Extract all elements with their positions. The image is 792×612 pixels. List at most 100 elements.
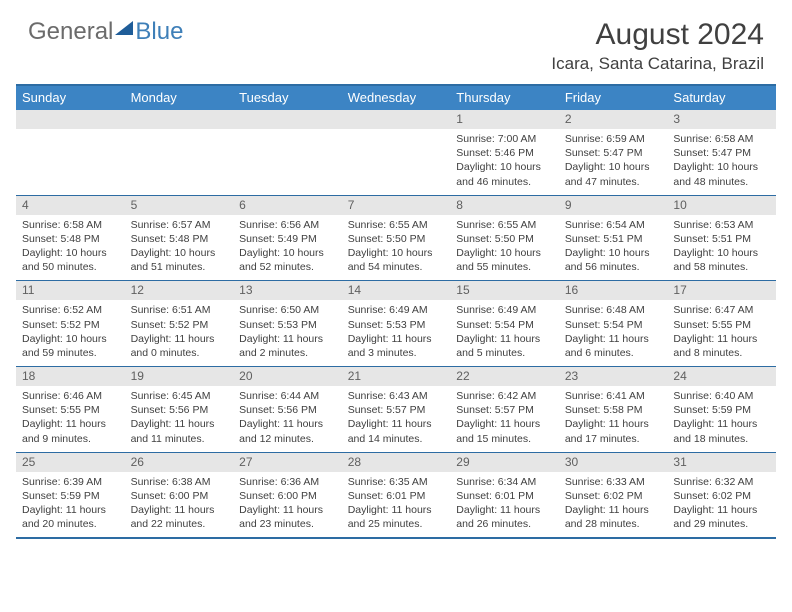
cell-line: Sunset: 5:52 PM (131, 318, 228, 332)
cell-line: Sunset: 5:59 PM (22, 489, 119, 503)
cell-body: Sunrise: 6:33 AMSunset: 6:02 PMDaylight:… (559, 472, 668, 538)
cell-line: and 28 minutes. (565, 517, 662, 531)
calendar-cell: 18Sunrise: 6:46 AMSunset: 5:55 PMDayligh… (16, 367, 125, 452)
cell-line: Sunrise: 6:59 AM (565, 132, 662, 146)
cell-body: Sunrise: 6:55 AMSunset: 5:50 PMDaylight:… (450, 215, 559, 281)
cell-line: Sunrise: 6:41 AM (565, 389, 662, 403)
day-number (342, 110, 451, 129)
cell-line: Sunrise: 7:00 AM (456, 132, 553, 146)
cell-line: Sunset: 6:00 PM (239, 489, 336, 503)
cell-line: Sunset: 5:49 PM (239, 232, 336, 246)
calendar-cell: 9Sunrise: 6:54 AMSunset: 5:51 PMDaylight… (559, 196, 668, 281)
cell-line: and 51 minutes. (131, 260, 228, 274)
cell-line: Sunrise: 6:32 AM (673, 475, 770, 489)
calendar-cell: 6Sunrise: 6:56 AMSunset: 5:49 PMDaylight… (233, 196, 342, 281)
cell-line: Sunset: 5:50 PM (456, 232, 553, 246)
cell-line: and 52 minutes. (239, 260, 336, 274)
cell-line: Daylight: 11 hours (456, 332, 553, 346)
cell-line: Sunrise: 6:52 AM (22, 303, 119, 317)
day-number: 21 (342, 367, 451, 386)
cell-body: Sunrise: 6:52 AMSunset: 5:52 PMDaylight:… (16, 300, 125, 366)
cell-line: Daylight: 11 hours (22, 417, 119, 431)
cell-body: Sunrise: 6:45 AMSunset: 5:56 PMDaylight:… (125, 386, 234, 452)
cell-line: Daylight: 11 hours (131, 503, 228, 517)
calendar: SundayMondayTuesdayWednesdayThursdayFrid… (16, 84, 776, 539)
day-number: 9 (559, 196, 668, 215)
cell-line: Daylight: 10 hours (239, 246, 336, 260)
cell-line: Sunrise: 6:58 AM (673, 132, 770, 146)
calendar-cell: 27Sunrise: 6:36 AMSunset: 6:00 PMDayligh… (233, 453, 342, 538)
cell-line: and 15 minutes. (456, 432, 553, 446)
cell-line: and 9 minutes. (22, 432, 119, 446)
cell-line: Sunrise: 6:35 AM (348, 475, 445, 489)
day-number: 27 (233, 453, 342, 472)
logo-triangle-icon (115, 21, 133, 35)
day-number (16, 110, 125, 129)
cell-body (16, 129, 125, 189)
calendar-cell: 16Sunrise: 6:48 AMSunset: 5:54 PMDayligh… (559, 281, 668, 366)
location-label: Icara, Santa Catarina, Brazil (551, 54, 764, 74)
cell-line: Sunset: 5:59 PM (673, 403, 770, 417)
day-number (125, 110, 234, 129)
weeks-container: 1Sunrise: 7:00 AMSunset: 5:46 PMDaylight… (16, 110, 776, 537)
header: General Blue August 2024 Icara, Santa Ca… (0, 0, 792, 78)
week-row: 11Sunrise: 6:52 AMSunset: 5:52 PMDayligh… (16, 280, 776, 366)
cell-body: Sunrise: 7:00 AMSunset: 5:46 PMDaylight:… (450, 129, 559, 195)
cell-line: Sunrise: 6:54 AM (565, 218, 662, 232)
cell-line: Sunrise: 6:40 AM (673, 389, 770, 403)
day-number: 16 (559, 281, 668, 300)
calendar-cell: 7Sunrise: 6:55 AMSunset: 5:50 PMDaylight… (342, 196, 451, 281)
cell-line: Sunrise: 6:43 AM (348, 389, 445, 403)
week-row: 1Sunrise: 7:00 AMSunset: 5:46 PMDaylight… (16, 110, 776, 195)
cell-line: Sunset: 5:47 PM (565, 146, 662, 160)
calendar-cell: 29Sunrise: 6:34 AMSunset: 6:01 PMDayligh… (450, 453, 559, 538)
cell-line: and 50 minutes. (22, 260, 119, 274)
day-number: 15 (450, 281, 559, 300)
cell-line: Daylight: 11 hours (673, 503, 770, 517)
cell-body: Sunrise: 6:48 AMSunset: 5:54 PMDaylight:… (559, 300, 668, 366)
cell-line: Sunrise: 6:48 AM (565, 303, 662, 317)
cell-line: Sunset: 5:57 PM (456, 403, 553, 417)
cell-line: Sunrise: 6:53 AM (673, 218, 770, 232)
calendar-cell: 20Sunrise: 6:44 AMSunset: 5:56 PMDayligh… (233, 367, 342, 452)
day-number: 17 (667, 281, 776, 300)
cell-line: Daylight: 11 hours (348, 332, 445, 346)
cell-line: Sunset: 5:56 PM (131, 403, 228, 417)
cell-body: Sunrise: 6:38 AMSunset: 6:00 PMDaylight:… (125, 472, 234, 538)
calendar-cell (342, 110, 451, 195)
day-number: 5 (125, 196, 234, 215)
calendar-cell: 10Sunrise: 6:53 AMSunset: 5:51 PMDayligh… (667, 196, 776, 281)
cell-body: Sunrise: 6:50 AMSunset: 5:53 PMDaylight:… (233, 300, 342, 366)
cell-line: Sunrise: 6:34 AM (456, 475, 553, 489)
day-header: Saturday (667, 86, 776, 110)
cell-line: Sunset: 6:01 PM (456, 489, 553, 503)
day-number: 7 (342, 196, 451, 215)
cell-body: Sunrise: 6:58 AMSunset: 5:48 PMDaylight:… (16, 215, 125, 281)
cell-line: Sunset: 6:02 PM (673, 489, 770, 503)
day-header: Thursday (450, 86, 559, 110)
cell-body (342, 129, 451, 189)
day-number: 31 (667, 453, 776, 472)
cell-line: Daylight: 10 hours (673, 160, 770, 174)
cell-body: Sunrise: 6:53 AMSunset: 5:51 PMDaylight:… (667, 215, 776, 281)
cell-line: Sunrise: 6:51 AM (131, 303, 228, 317)
cell-line: Sunrise: 6:44 AM (239, 389, 336, 403)
cell-line: Sunset: 5:51 PM (565, 232, 662, 246)
cell-line: Sunset: 5:52 PM (22, 318, 119, 332)
cell-line: Sunset: 5:57 PM (348, 403, 445, 417)
cell-body: Sunrise: 6:56 AMSunset: 5:49 PMDaylight:… (233, 215, 342, 281)
cell-line: Sunrise: 6:42 AM (456, 389, 553, 403)
logo-text-blue: Blue (135, 18, 183, 46)
day-header-row: SundayMondayTuesdayWednesdayThursdayFrid… (16, 86, 776, 110)
logo: General Blue (28, 18, 183, 46)
cell-line: and 56 minutes. (565, 260, 662, 274)
cell-line: Sunset: 5:53 PM (239, 318, 336, 332)
day-header: Tuesday (233, 86, 342, 110)
cell-line: Daylight: 11 hours (673, 332, 770, 346)
cell-line: Sunset: 5:54 PM (456, 318, 553, 332)
cell-body: Sunrise: 6:57 AMSunset: 5:48 PMDaylight:… (125, 215, 234, 281)
cell-line: and 26 minutes. (456, 517, 553, 531)
cell-line: Daylight: 10 hours (131, 246, 228, 260)
day-number: 13 (233, 281, 342, 300)
cell-line: and 12 minutes. (239, 432, 336, 446)
